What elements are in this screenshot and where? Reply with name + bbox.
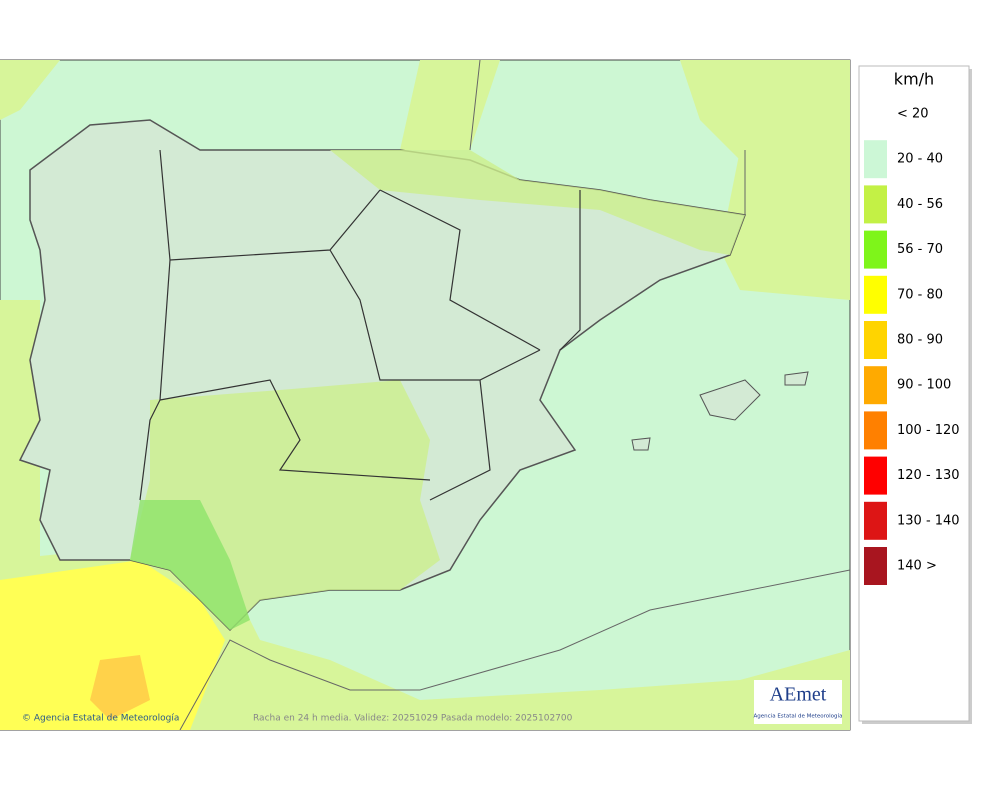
legend-swatch [864, 456, 887, 495]
legend-label: 80 - 90 [897, 333, 943, 348]
wind-zone [0, 560, 225, 730]
legend-label: 40 - 56 [897, 197, 943, 212]
wind-zone [330, 150, 745, 255]
logo-subtitle: Agencia Estatal de Meteorología [754, 713, 843, 720]
wind-zone [130, 500, 250, 630]
wind-zone [90, 655, 150, 720]
legend-label: 70 - 80 [897, 287, 943, 302]
island [631, 371, 809, 451]
legend-unit: km/h [894, 70, 934, 89]
legend-swatch [864, 185, 887, 224]
legend-swatch [864, 95, 887, 133]
credit: © Agencia Estatal de Meteorología [22, 714, 179, 724]
region-border [139, 149, 581, 501]
legend-swatch [864, 411, 887, 450]
legend-swatch [864, 547, 887, 585]
legend-label: 100 - 120 [897, 423, 960, 438]
legend-swatch [864, 230, 887, 269]
legend-swatch [864, 140, 887, 179]
legend-label: 130 - 140 [897, 513, 960, 528]
caption: Racha en 24 h media. Validez: 20251029 P… [253, 714, 573, 724]
coastline [179, 569, 851, 731]
legend-label: 120 - 130 [897, 468, 960, 483]
legend-swatch [864, 501, 887, 540]
logo: AEmet [770, 684, 827, 706]
legend-swatch [864, 321, 887, 359]
legend-swatch [864, 275, 887, 314]
legend: km/h < 20 20 - 40 40 - 56 56 - 70 70 - 80 80 … [858, 65, 972, 724]
legend-label: 90 - 100 [897, 378, 951, 393]
legend-swatch [864, 366, 887, 405]
coastline [469, 59, 746, 215]
logo-box [754, 680, 842, 724]
map: © Agencia Estatal de Meteorología Racha … [0, 59, 851, 731]
legend-label: 140 > [897, 559, 937, 574]
legend-label: 56 - 70 [897, 242, 943, 257]
legend-label: 20 - 40 [897, 152, 943, 167]
legend-label: < 20 [897, 107, 929, 122]
